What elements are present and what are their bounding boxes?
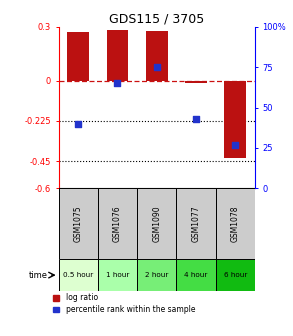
Bar — [176, 188, 216, 259]
Text: GSM1090: GSM1090 — [152, 205, 161, 242]
Bar — [146, 31, 168, 81]
Text: GSM1076: GSM1076 — [113, 205, 122, 242]
Text: time: time — [29, 270, 48, 280]
Text: 4 hour: 4 hour — [184, 272, 208, 278]
Bar — [176, 259, 216, 291]
Point — [154, 65, 159, 70]
Text: 0.5 hour: 0.5 hour — [63, 272, 93, 278]
Bar — [98, 188, 137, 259]
Bar — [224, 81, 246, 158]
Point — [76, 121, 81, 126]
Text: 6 hour: 6 hour — [224, 272, 247, 278]
Title: GDS115 / 3705: GDS115 / 3705 — [109, 13, 205, 26]
Point — [115, 81, 120, 86]
Bar — [67, 32, 89, 81]
Bar — [216, 259, 255, 291]
Bar — [137, 188, 176, 259]
Bar — [98, 259, 137, 291]
Bar — [137, 259, 176, 291]
Text: 2 hour: 2 hour — [145, 272, 168, 278]
Bar — [59, 259, 98, 291]
Bar — [107, 30, 128, 81]
Text: GSM1077: GSM1077 — [192, 205, 200, 242]
Bar — [216, 188, 255, 259]
Point — [194, 116, 198, 122]
Text: GSM1075: GSM1075 — [74, 205, 83, 242]
Point — [233, 142, 238, 147]
Bar — [185, 81, 207, 83]
Legend: log ratio, percentile rank within the sample: log ratio, percentile rank within the sa… — [53, 293, 195, 314]
Text: GSM1078: GSM1078 — [231, 205, 240, 242]
Text: 1 hour: 1 hour — [106, 272, 129, 278]
Bar — [59, 188, 98, 259]
